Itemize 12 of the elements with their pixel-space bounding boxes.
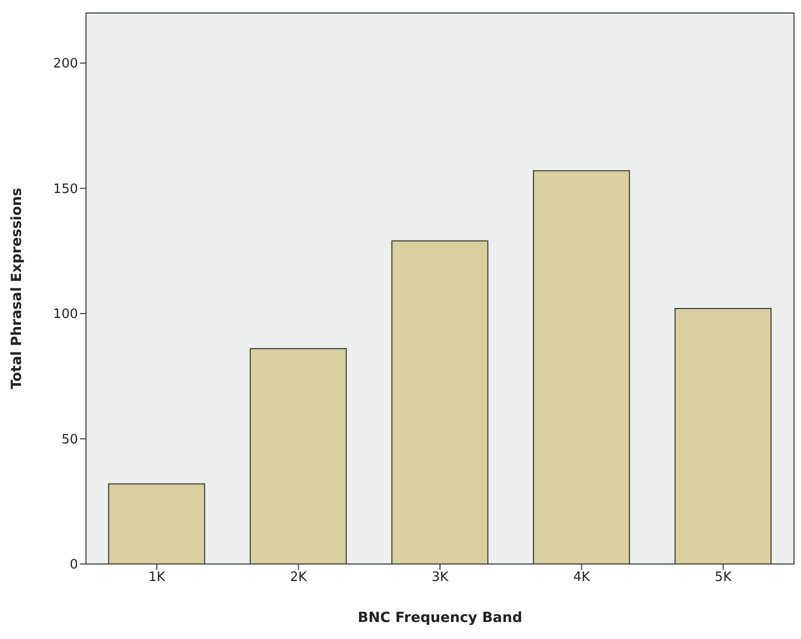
x-tick-label: 4K (573, 570, 590, 586)
x-tick-label: 2K (290, 570, 308, 586)
x-tick-label: 1K (148, 570, 166, 586)
y-tick-label: 150 (53, 182, 78, 197)
x-axis-title: BNC Frequency Band (358, 610, 522, 626)
x-tick-label: 3K (432, 570, 449, 586)
y-tick-label: 100 (53, 307, 78, 322)
y-tick-label: 0 (70, 558, 78, 573)
x-tick-label: 5K (714, 570, 732, 586)
y-tick-label: 50 (61, 432, 78, 448)
y-tick-label: 200 (53, 56, 78, 72)
y-axis-title: Total Phrasal Expressions (8, 188, 25, 390)
